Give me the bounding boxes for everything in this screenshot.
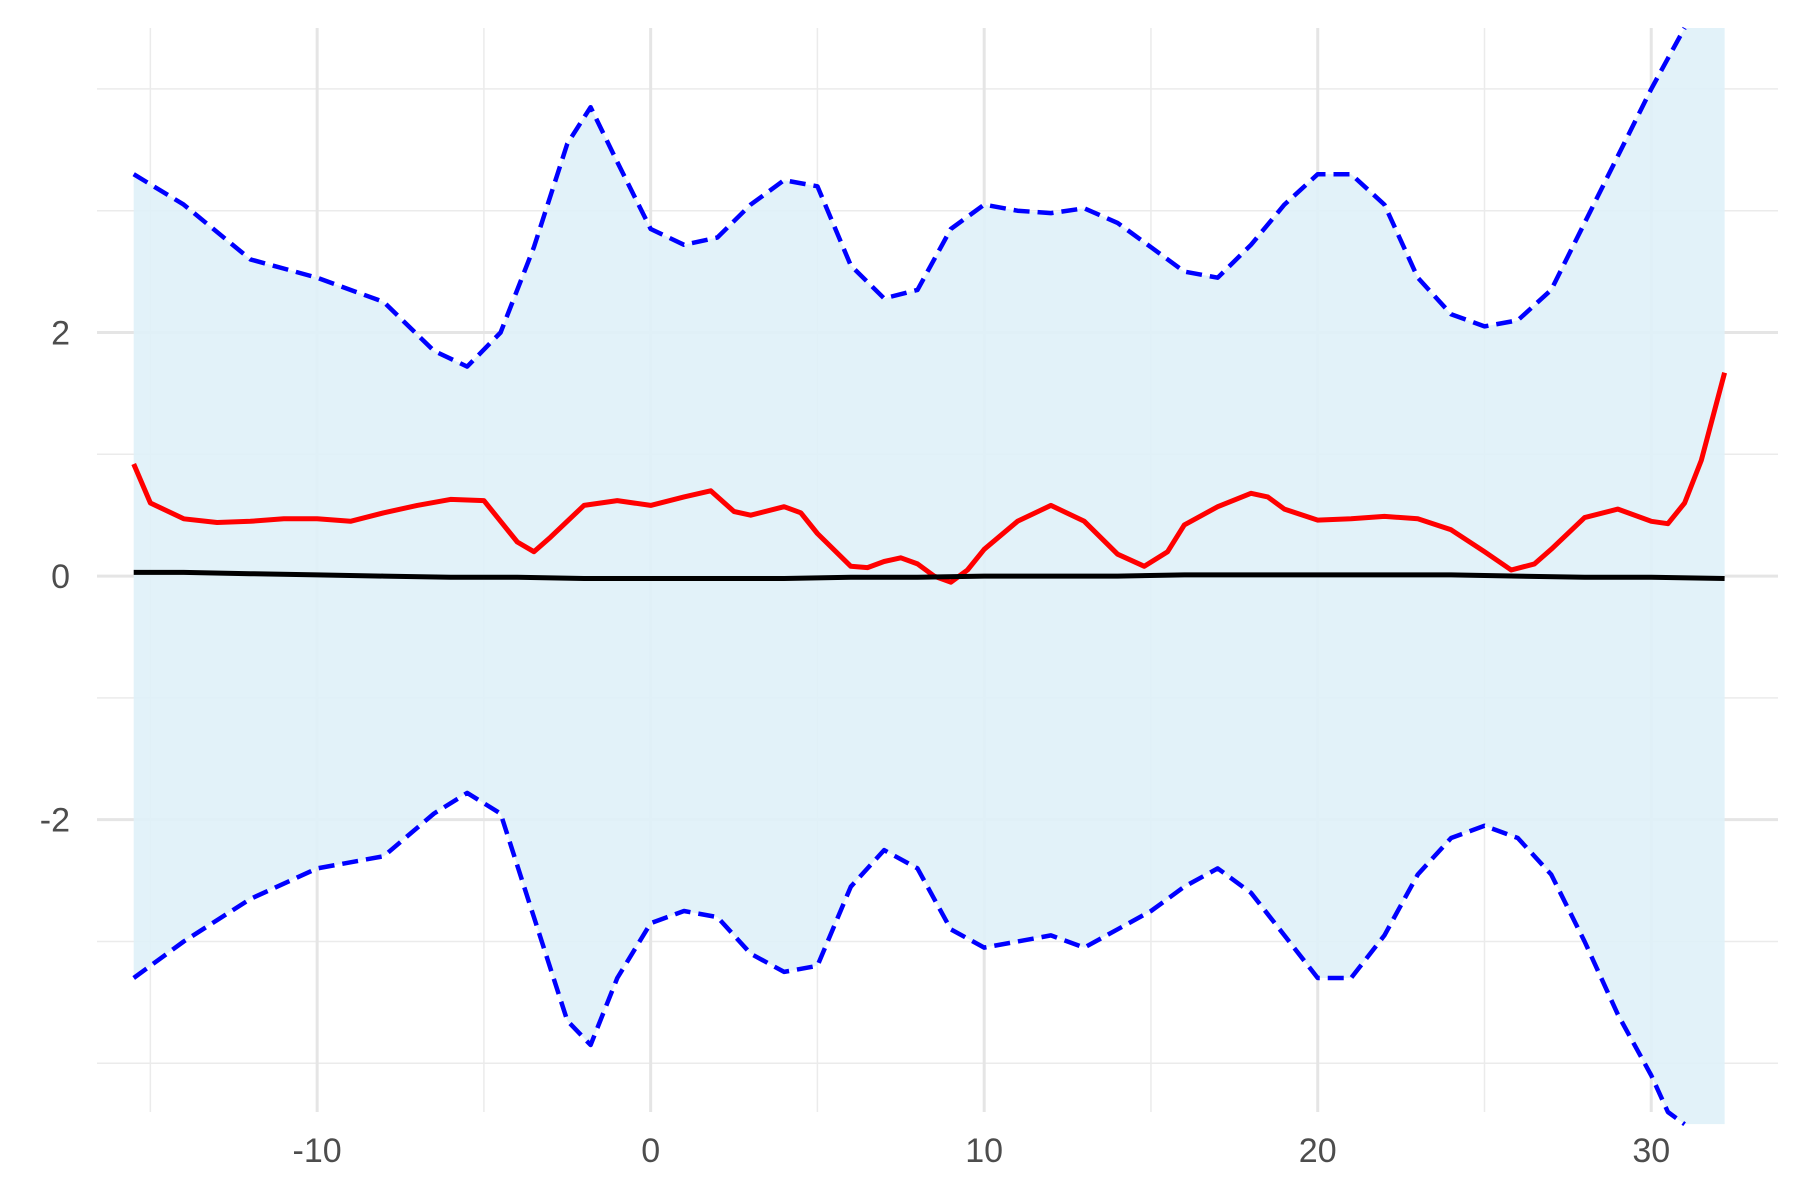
upper-dashed-series-line [132, 26, 1687, 369]
series-layer [131, 26, 1728, 1127]
lower-dashed-series-line [132, 790, 1686, 1127]
red-solid-series-line [131, 372, 1728, 585]
y-tick-label: -2 [40, 802, 70, 840]
black-series-line [133, 569, 1725, 581]
x-tick-label: 10 [965, 1132, 1003, 1170]
x-tick-label: 0 [641, 1132, 660, 1170]
y-tick-label: 2 [51, 314, 70, 352]
x-tick-label: -10 [293, 1132, 342, 1170]
x-tick-label: 30 [1632, 1132, 1670, 1170]
x-tick-label: 20 [1299, 1132, 1337, 1170]
axis-labels-layer: -10 0 10 20 30 -2 0 2 [40, 314, 1670, 1170]
y-tick-label: 0 [51, 558, 70, 596]
